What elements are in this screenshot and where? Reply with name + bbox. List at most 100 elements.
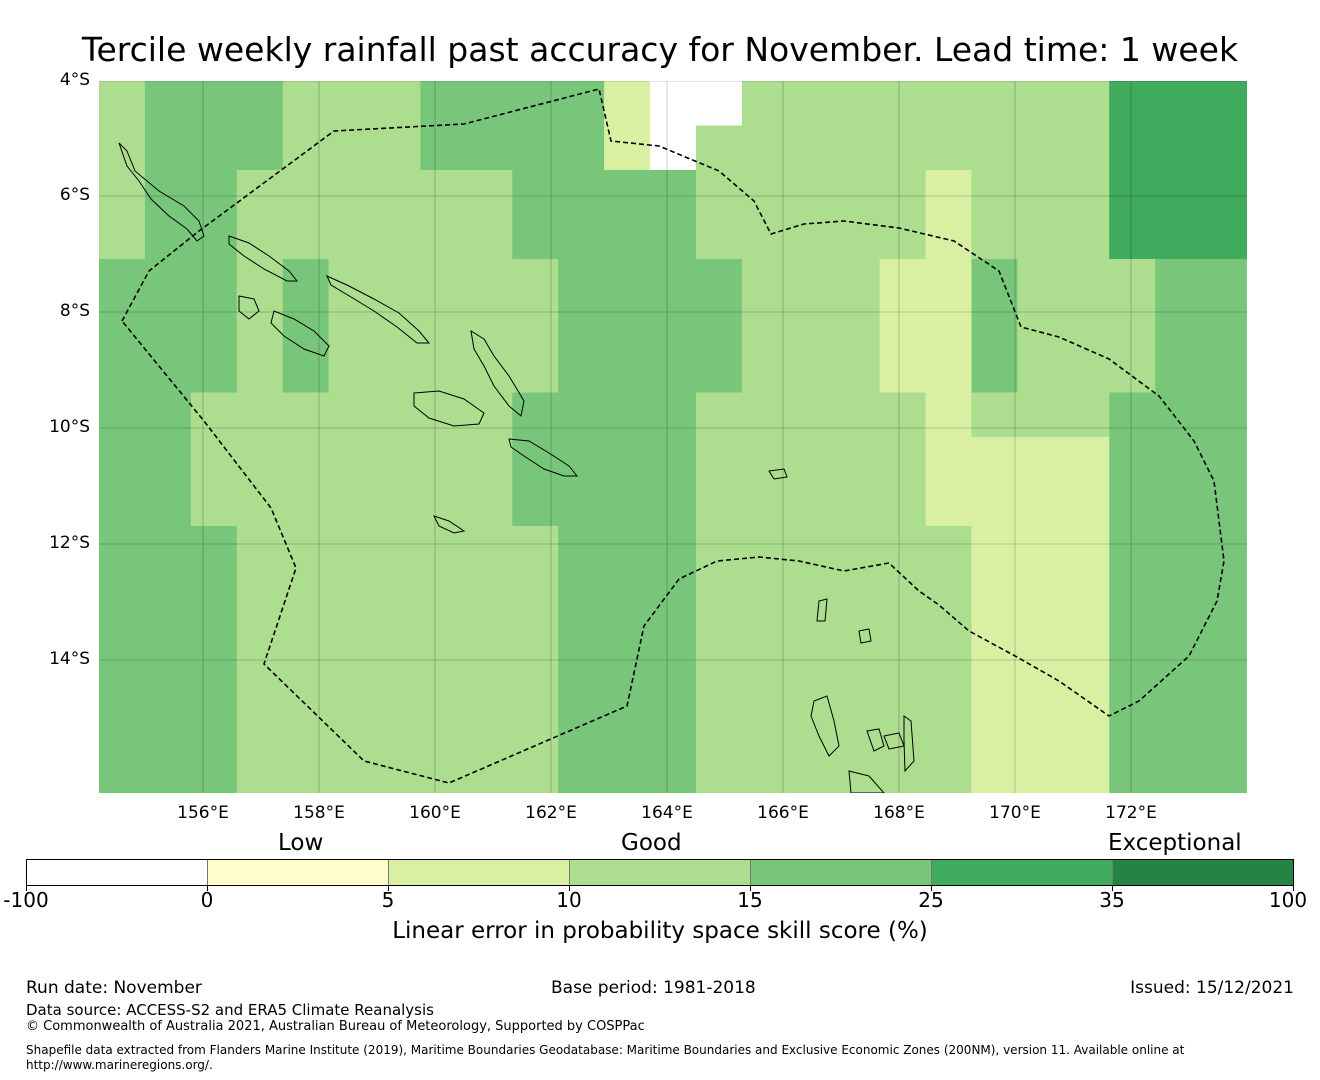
- skill-cell: [466, 348, 513, 394]
- skill-cell: [787, 481, 835, 527]
- skill-cell: [99, 704, 146, 750]
- skill-cell: [833, 125, 881, 171]
- skill-cell: [1063, 659, 1110, 705]
- skill-cell: [833, 526, 881, 572]
- skill-cell: [650, 615, 697, 661]
- skill-cell: [236, 704, 284, 750]
- skill-cell: [1155, 748, 1202, 793]
- skill-cell: [190, 348, 238, 394]
- skill-cell: [144, 259, 192, 305]
- skill-cell: [466, 704, 513, 750]
- skill-cell: [420, 392, 467, 438]
- skill-cell: [99, 748, 146, 793]
- skill-cell: [282, 526, 330, 572]
- skill-cell: [374, 615, 422, 661]
- skill-cell: [420, 615, 467, 661]
- skill-cell: [787, 526, 835, 572]
- colorbar-tick: 100: [1268, 888, 1308, 912]
- skill-cell: [466, 170, 513, 216]
- skill-cell: [925, 748, 973, 793]
- skill-cell: [787, 615, 835, 661]
- skill-cell: [1017, 659, 1064, 705]
- colorbar-tick: 10: [556, 888, 582, 912]
- skill-cell: [925, 348, 973, 394]
- skill-cell: [512, 125, 559, 171]
- colorbar-segment: [751, 860, 932, 885]
- skill-cell: [879, 259, 927, 305]
- skill-cell: [420, 481, 467, 527]
- skill-cell: [328, 303, 376, 349]
- skill-cell: [879, 303, 927, 349]
- skill-cell: [558, 170, 605, 216]
- skill-cell: [236, 570, 284, 616]
- lat-label-14s: 14°S: [49, 649, 90, 669]
- skill-cell: [1109, 570, 1156, 616]
- skill-cell: [466, 659, 513, 705]
- skill-cell: [833, 748, 881, 793]
- skill-cell: [374, 570, 422, 616]
- island-guadalcanal: [413, 390, 485, 427]
- shapefile-credit: Shapefile data extracted from Flanders M…: [26, 1043, 1185, 1072]
- skill-cell: [787, 125, 835, 171]
- lat-label-8s: 8°S: [59, 301, 90, 321]
- skill-cell: [282, 748, 330, 793]
- skill-cell: [99, 659, 146, 705]
- skill-cell: [971, 81, 1018, 127]
- island-espiritu-santo: [810, 695, 840, 757]
- skill-cell: [466, 125, 513, 171]
- skill-cell: [833, 392, 881, 438]
- colorbar-segment: [389, 860, 570, 885]
- skill-cell: [1155, 81, 1202, 127]
- skill-cell: [741, 704, 789, 750]
- skill-cell: [971, 125, 1018, 171]
- skill-cell: [236, 170, 284, 216]
- skill-cell: [328, 170, 376, 216]
- skill-cell: [328, 348, 376, 394]
- skill-cell: [1109, 259, 1156, 305]
- skill-cell: [190, 748, 238, 793]
- skill-cell: [144, 81, 192, 127]
- skill-cell: [741, 526, 789, 572]
- island-new-georgia-2: [270, 310, 330, 357]
- skill-cell: [971, 392, 1018, 438]
- skill-cell: [282, 615, 330, 661]
- skill-cell: [374, 81, 422, 127]
- skill-cell: [466, 570, 513, 616]
- skill-cell: [374, 392, 422, 438]
- skill-cell: [879, 214, 927, 260]
- skill-cell: [971, 170, 1018, 216]
- skill-cell: [695, 704, 743, 750]
- skill-cell: [604, 348, 651, 394]
- skill-cell: [879, 170, 927, 216]
- skill-cell: [99, 170, 146, 216]
- skill-cell: [236, 125, 284, 171]
- skill-cell: [741, 125, 789, 171]
- skill-cell: [190, 526, 238, 572]
- skill-cell: [925, 704, 973, 750]
- skill-cell: [787, 348, 835, 394]
- skill-cell: [879, 704, 927, 750]
- skill-cell: [879, 348, 927, 394]
- skill-cell: [190, 303, 238, 349]
- skill-cell: [328, 748, 376, 793]
- skill-cell: [236, 526, 284, 572]
- skill-cell: [512, 170, 559, 216]
- skill-cell: [833, 704, 881, 750]
- colorbar-segment: [1113, 860, 1293, 885]
- skill-cell: [925, 526, 973, 572]
- skill-cell: [604, 526, 651, 572]
- skill-cell: [925, 437, 973, 483]
- skill-cell: [1063, 437, 1110, 483]
- skill-cell: [1201, 81, 1247, 127]
- island-pentecost: [903, 715, 915, 773]
- skill-cell: [374, 748, 422, 793]
- lon-label-170e: 170°E: [989, 803, 1041, 823]
- map-canvas: [99, 81, 1247, 793]
- skill-cell: [650, 392, 697, 438]
- skill-cell: [1017, 303, 1064, 349]
- skill-cell: [741, 437, 789, 483]
- skill-cell: [879, 659, 927, 705]
- skill-cell: [374, 704, 422, 750]
- skill-cell: [282, 170, 330, 216]
- colorbar-tick: 25: [918, 888, 944, 912]
